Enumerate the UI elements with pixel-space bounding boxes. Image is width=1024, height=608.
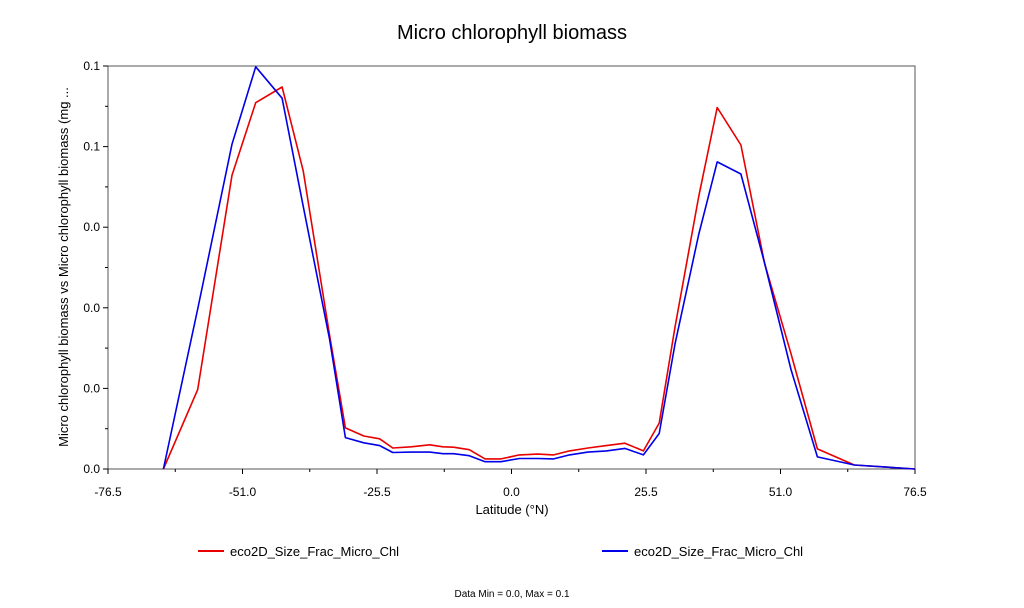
x-tick-label: 51.0 (769, 485, 793, 499)
series-line-1 (162, 86, 916, 470)
y-tick-label: 0.0 (83, 381, 100, 395)
data-min-max-note: Data Min = 0.0, Max = 0.1 (454, 589, 569, 600)
y-axis-label: Micro chlorophyll biomass vs Micro chlor… (56, 87, 71, 447)
x-tick-label: -76.5 (94, 485, 122, 499)
x-axis-label: Latitude (°N) (475, 502, 548, 517)
y-tick-label: 0.1 (83, 59, 100, 73)
legend-label-2: eco2D_Size_Frac_Micro_Chl (634, 544, 803, 559)
x-tick-label: -25.5 (363, 485, 391, 499)
y-axis-label-group: Micro chlorophyll biomass vs Micro chlor… (56, 87, 71, 447)
legend-label-1: eco2D_Size_Frac_Micro_Chl (230, 544, 399, 559)
x-tick-label: 0.0 (503, 485, 520, 499)
plot-frame (107, 65, 916, 470)
legend: eco2D_Size_Frac_Micro_Chl eco2D_Size_Frac… (198, 544, 803, 559)
y-tick-label: 0.0 (83, 462, 100, 476)
y-tick-label: 0.0 (83, 220, 100, 234)
y-tick-label: 0.0 (83, 301, 100, 315)
x-axis-ticks: -76.5 -51.0 -25.5 0.0 25.5 51.0 76.5 (94, 469, 927, 499)
series-lines (162, 66, 916, 470)
chart-title: Micro chlorophyll biomass (397, 22, 627, 44)
y-tick-label: 0.1 (83, 140, 100, 154)
x-tick-label: 25.5 (634, 485, 658, 499)
x-tick-label: 76.5 (903, 485, 927, 499)
y-axis-ticks: 0.0 0.0 0.0 0.0 0.1 0.1 (83, 59, 108, 476)
series-line-2 (162, 66, 916, 470)
x-tick-label: -51.0 (229, 485, 257, 499)
